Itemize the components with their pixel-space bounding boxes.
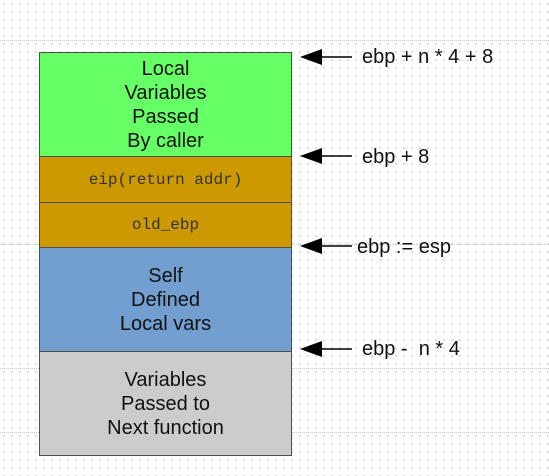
arrow-left-icon bbox=[300, 148, 352, 164]
pointer-label-ebp-minus: ebp - n * 4 bbox=[362, 338, 460, 360]
arrow-left-icon bbox=[300, 238, 352, 254]
pointer-label-ebp-n4-8: ebp + n * 4 + 8 bbox=[362, 46, 494, 68]
block-eip: eip(return addr) bbox=[40, 157, 291, 203]
arrow-left-icon bbox=[300, 49, 352, 65]
stack-frame: Local Variables Passed By caller eip(ret… bbox=[39, 52, 292, 456]
grid-line bbox=[0, 40, 549, 41]
arrow-left-icon bbox=[300, 341, 352, 357]
block-self-defined: Self Defined Local vars bbox=[40, 248, 291, 352]
block-local-vars-passed: Local Variables Passed By caller bbox=[40, 53, 291, 157]
block-next-function: Variables Passed to Next function bbox=[40, 352, 291, 455]
pointer-label-ebp-esp: ebp := esp bbox=[357, 236, 451, 258]
block-old-ebp: old_ebp bbox=[40, 203, 291, 248]
pointer-label-ebp-8: ebp + 8 bbox=[362, 146, 430, 168]
